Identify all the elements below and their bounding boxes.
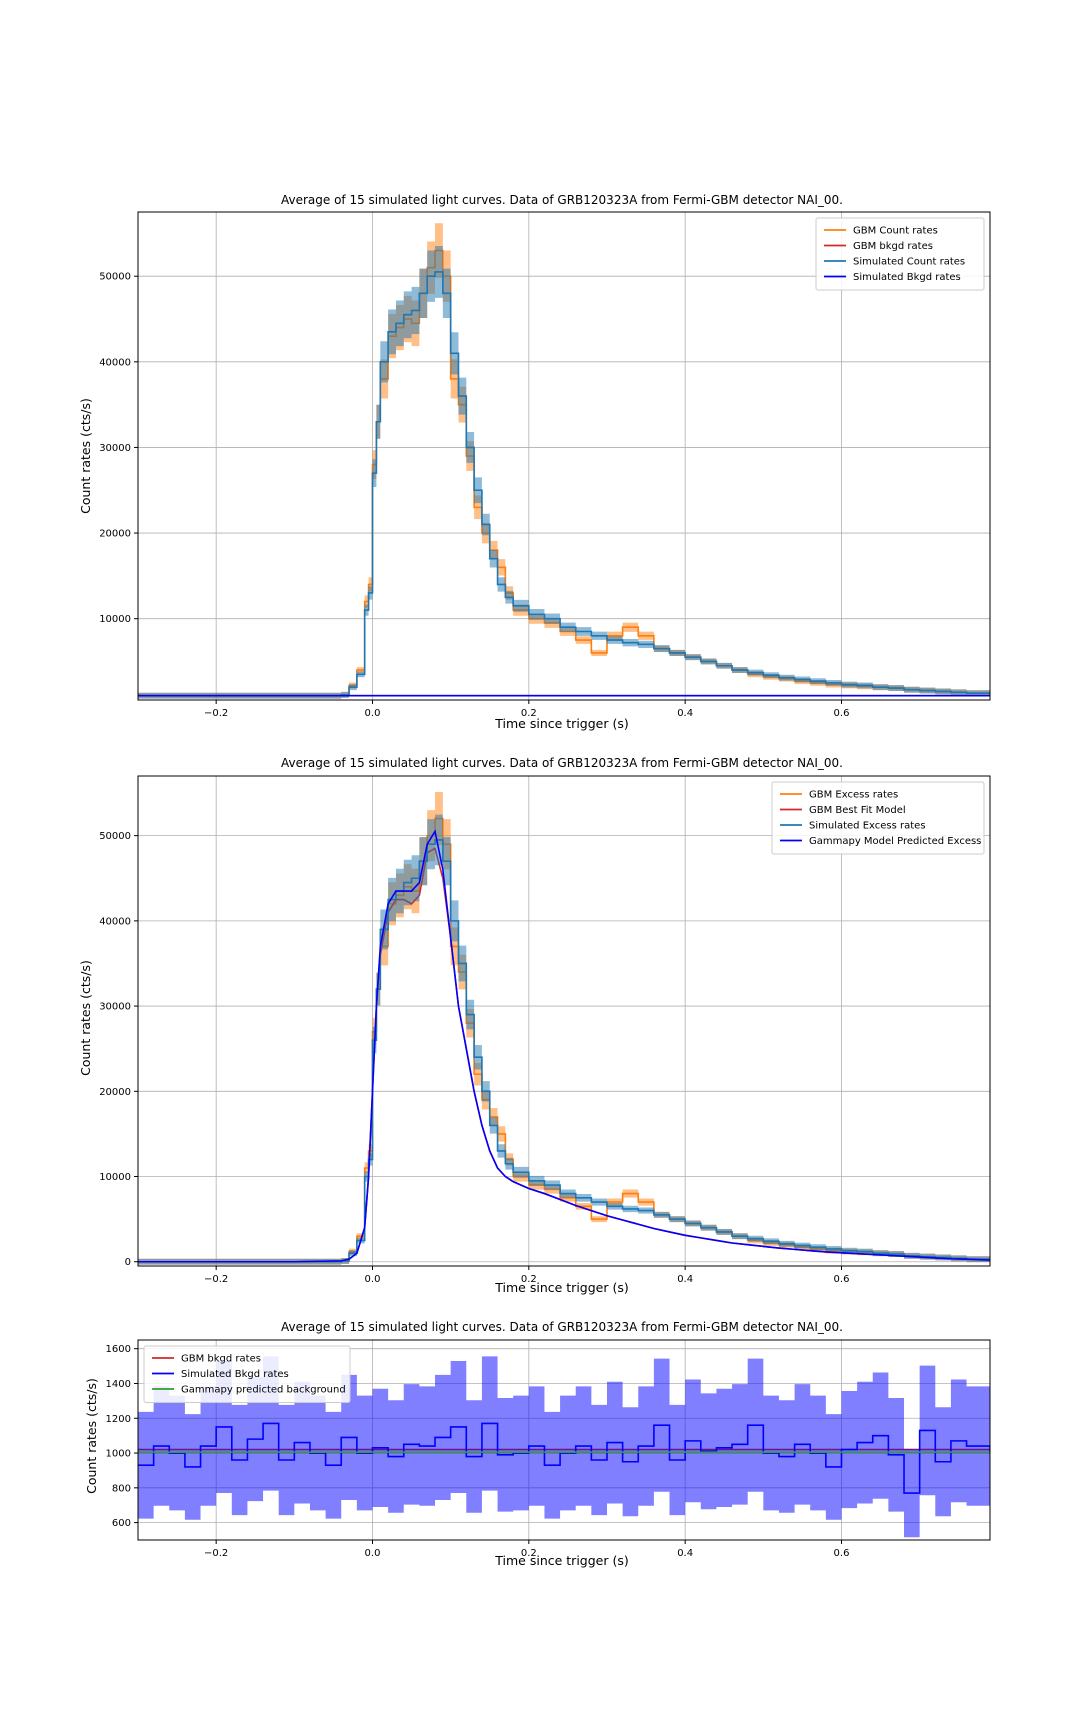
y-axis-label: Count rates (cts/s) bbox=[84, 1378, 99, 1494]
x-tick-label: 0.2 bbox=[521, 1548, 537, 1559]
x-tick-label: 0.4 bbox=[677, 708, 693, 719]
y-tick-label: 40000 bbox=[99, 357, 131, 368]
series-band bbox=[138, 1356, 990, 1538]
legend-label: GBM Excess rates bbox=[809, 790, 898, 801]
y-tick-label: 40000 bbox=[99, 916, 131, 927]
x-tick-label: −0.2 bbox=[204, 1548, 228, 1559]
y-tick-label: 30000 bbox=[99, 1002, 131, 1013]
y-axis-label: Count rates (cts/s) bbox=[78, 960, 93, 1076]
legend-box bbox=[771, 781, 985, 855]
y-tick-label: 20000 bbox=[99, 529, 131, 540]
y-tick-label: 20000 bbox=[99, 1087, 131, 1098]
legend-box bbox=[815, 217, 985, 291]
x-tick-label: 0.4 bbox=[677, 1274, 693, 1285]
plot-area bbox=[138, 792, 990, 1265]
x-tick-label: 0.4 bbox=[677, 1548, 693, 1559]
y-tick-label: 1000 bbox=[106, 1449, 131, 1460]
y-tick-label: 800 bbox=[112, 1483, 131, 1494]
x-axis-label: Time since trigger (s) bbox=[494, 716, 628, 731]
chart-title: Average of 15 simulated light curves. Da… bbox=[281, 756, 843, 770]
x-tick-label: 0.0 bbox=[365, 708, 381, 719]
x-tick-label: 0.6 bbox=[834, 1548, 850, 1559]
y-tick-label: 50000 bbox=[99, 272, 131, 283]
axes-frame bbox=[137, 1339, 991, 1541]
y-tick-label: 10000 bbox=[99, 1172, 131, 1183]
y-tick-label: 600 bbox=[112, 1518, 131, 1529]
y-tick-label: 50000 bbox=[99, 831, 131, 842]
legend-label: GBM bkgd rates bbox=[853, 241, 933, 252]
x-tick-label: 0.0 bbox=[365, 1548, 381, 1559]
legend-label: Gammapy predicted background bbox=[181, 1385, 346, 1396]
chart-title: Average of 15 simulated light curves. Da… bbox=[281, 1320, 843, 1334]
series-line bbox=[138, 1422, 990, 1494]
x-tick-label: 0.2 bbox=[521, 708, 537, 719]
axes-frame bbox=[137, 211, 991, 701]
legend: GBM Excess rates GBM Best Fit Model Simula… bbox=[771, 781, 985, 855]
y-tick-label: 0 bbox=[125, 1257, 131, 1268]
y-tick-label: 10000 bbox=[99, 614, 131, 625]
x-tick-label: 0.6 bbox=[834, 1274, 850, 1285]
panel-count-rates: Average of 15 simulated light curves. Da… bbox=[78, 193, 991, 731]
x-tick-label: −0.2 bbox=[204, 708, 228, 719]
x-axis-label: Time since trigger (s) bbox=[494, 1280, 628, 1295]
series-line bbox=[138, 839, 990, 1263]
y-tick-label: 1600 bbox=[106, 1344, 131, 1355]
legend: GBM bkgd rates Simulated Bkgd rates Gammap… bbox=[143, 1345, 351, 1403]
legend: GBM Count rates GBM bkgd rates Simulated C… bbox=[815, 217, 985, 291]
x-tick-label: 0.6 bbox=[834, 708, 850, 719]
legend-label: Simulated Count rates bbox=[853, 257, 965, 268]
series-line bbox=[138, 271, 990, 697]
axes-frame bbox=[137, 775, 991, 1267]
series-band bbox=[138, 245, 990, 699]
legend-label: Gammapy Model Predicted Excess bbox=[809, 836, 981, 847]
legend-label: Simulated Excess rates bbox=[809, 821, 926, 832]
y-tick-label: 1400 bbox=[106, 1379, 131, 1390]
x-tick-label: 0.2 bbox=[521, 1274, 537, 1285]
y-axis-label: Count rates (cts/s) bbox=[78, 398, 93, 514]
panel-excess-rates: Average of 15 simulated light curves. Da… bbox=[78, 756, 991, 1295]
y-tick-label: 1200 bbox=[106, 1414, 131, 1425]
y-tick-label: 30000 bbox=[99, 443, 131, 454]
series-line bbox=[138, 829, 990, 1263]
x-axis-label: Time since trigger (s) bbox=[494, 1553, 628, 1568]
legend-label: GBM Best Fit Model bbox=[809, 805, 906, 816]
x-tick-label: 0.0 bbox=[365, 1274, 381, 1285]
x-tick-label: −0.2 bbox=[204, 1274, 228, 1285]
legend-box bbox=[143, 1345, 351, 1403]
series-band bbox=[138, 814, 990, 1265]
legend-label: Simulated Bkgd rates bbox=[853, 272, 961, 283]
legend-label: GBM bkgd rates bbox=[181, 1354, 261, 1365]
chart-title: Average of 15 simulated light curves. Da… bbox=[281, 193, 843, 207]
plot-area bbox=[138, 223, 990, 699]
panel-background-rates: Average of 15 simulated light curves. Da… bbox=[84, 1320, 991, 1568]
plot-area bbox=[138, 1356, 990, 1538]
legend-label: GBM Count rates bbox=[853, 226, 938, 237]
legend-label: Simulated Bkgd rates bbox=[181, 1369, 289, 1380]
